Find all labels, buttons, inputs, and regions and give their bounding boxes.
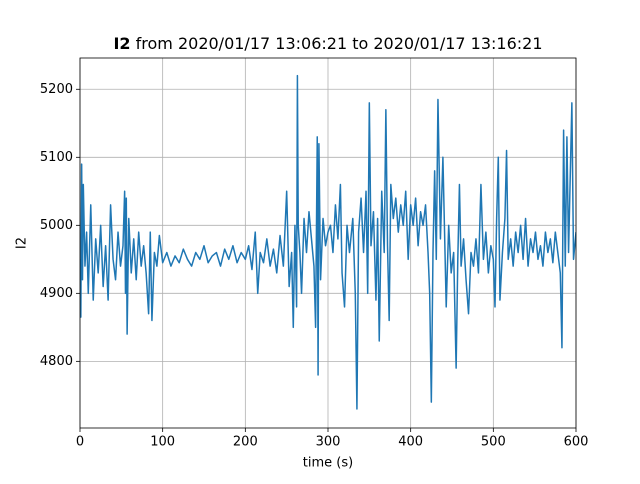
x-tick-label: 300 xyxy=(316,435,341,450)
x-tick-label: 0 xyxy=(76,435,84,450)
x-tick-label: 200 xyxy=(233,435,258,450)
x-tick-label: 100 xyxy=(150,435,175,450)
title-bold: I2 xyxy=(113,34,130,53)
y-tick-label: 4900 xyxy=(40,286,73,301)
y-tick-label: 5100 xyxy=(40,150,73,165)
plot-frame xyxy=(79,57,577,429)
chart-title: I2 from 2020/01/17 13:06:21 to 2020/01/1… xyxy=(113,34,542,53)
y-tick-label: 5200 xyxy=(40,82,73,97)
y-tick-label: 5000 xyxy=(40,218,73,233)
y-tick-label: 4800 xyxy=(40,354,73,369)
x-tick-label: 500 xyxy=(481,435,506,450)
x-axis-label: time (s) xyxy=(303,456,353,471)
data-line xyxy=(80,74,576,410)
title-text: from 2020/01/17 13:06:21 to 2020/01/17 1… xyxy=(136,34,543,53)
x-tick-label: 400 xyxy=(398,435,423,450)
x-tick-label: 600 xyxy=(564,435,589,450)
y-axis-label: I2 xyxy=(15,237,30,249)
